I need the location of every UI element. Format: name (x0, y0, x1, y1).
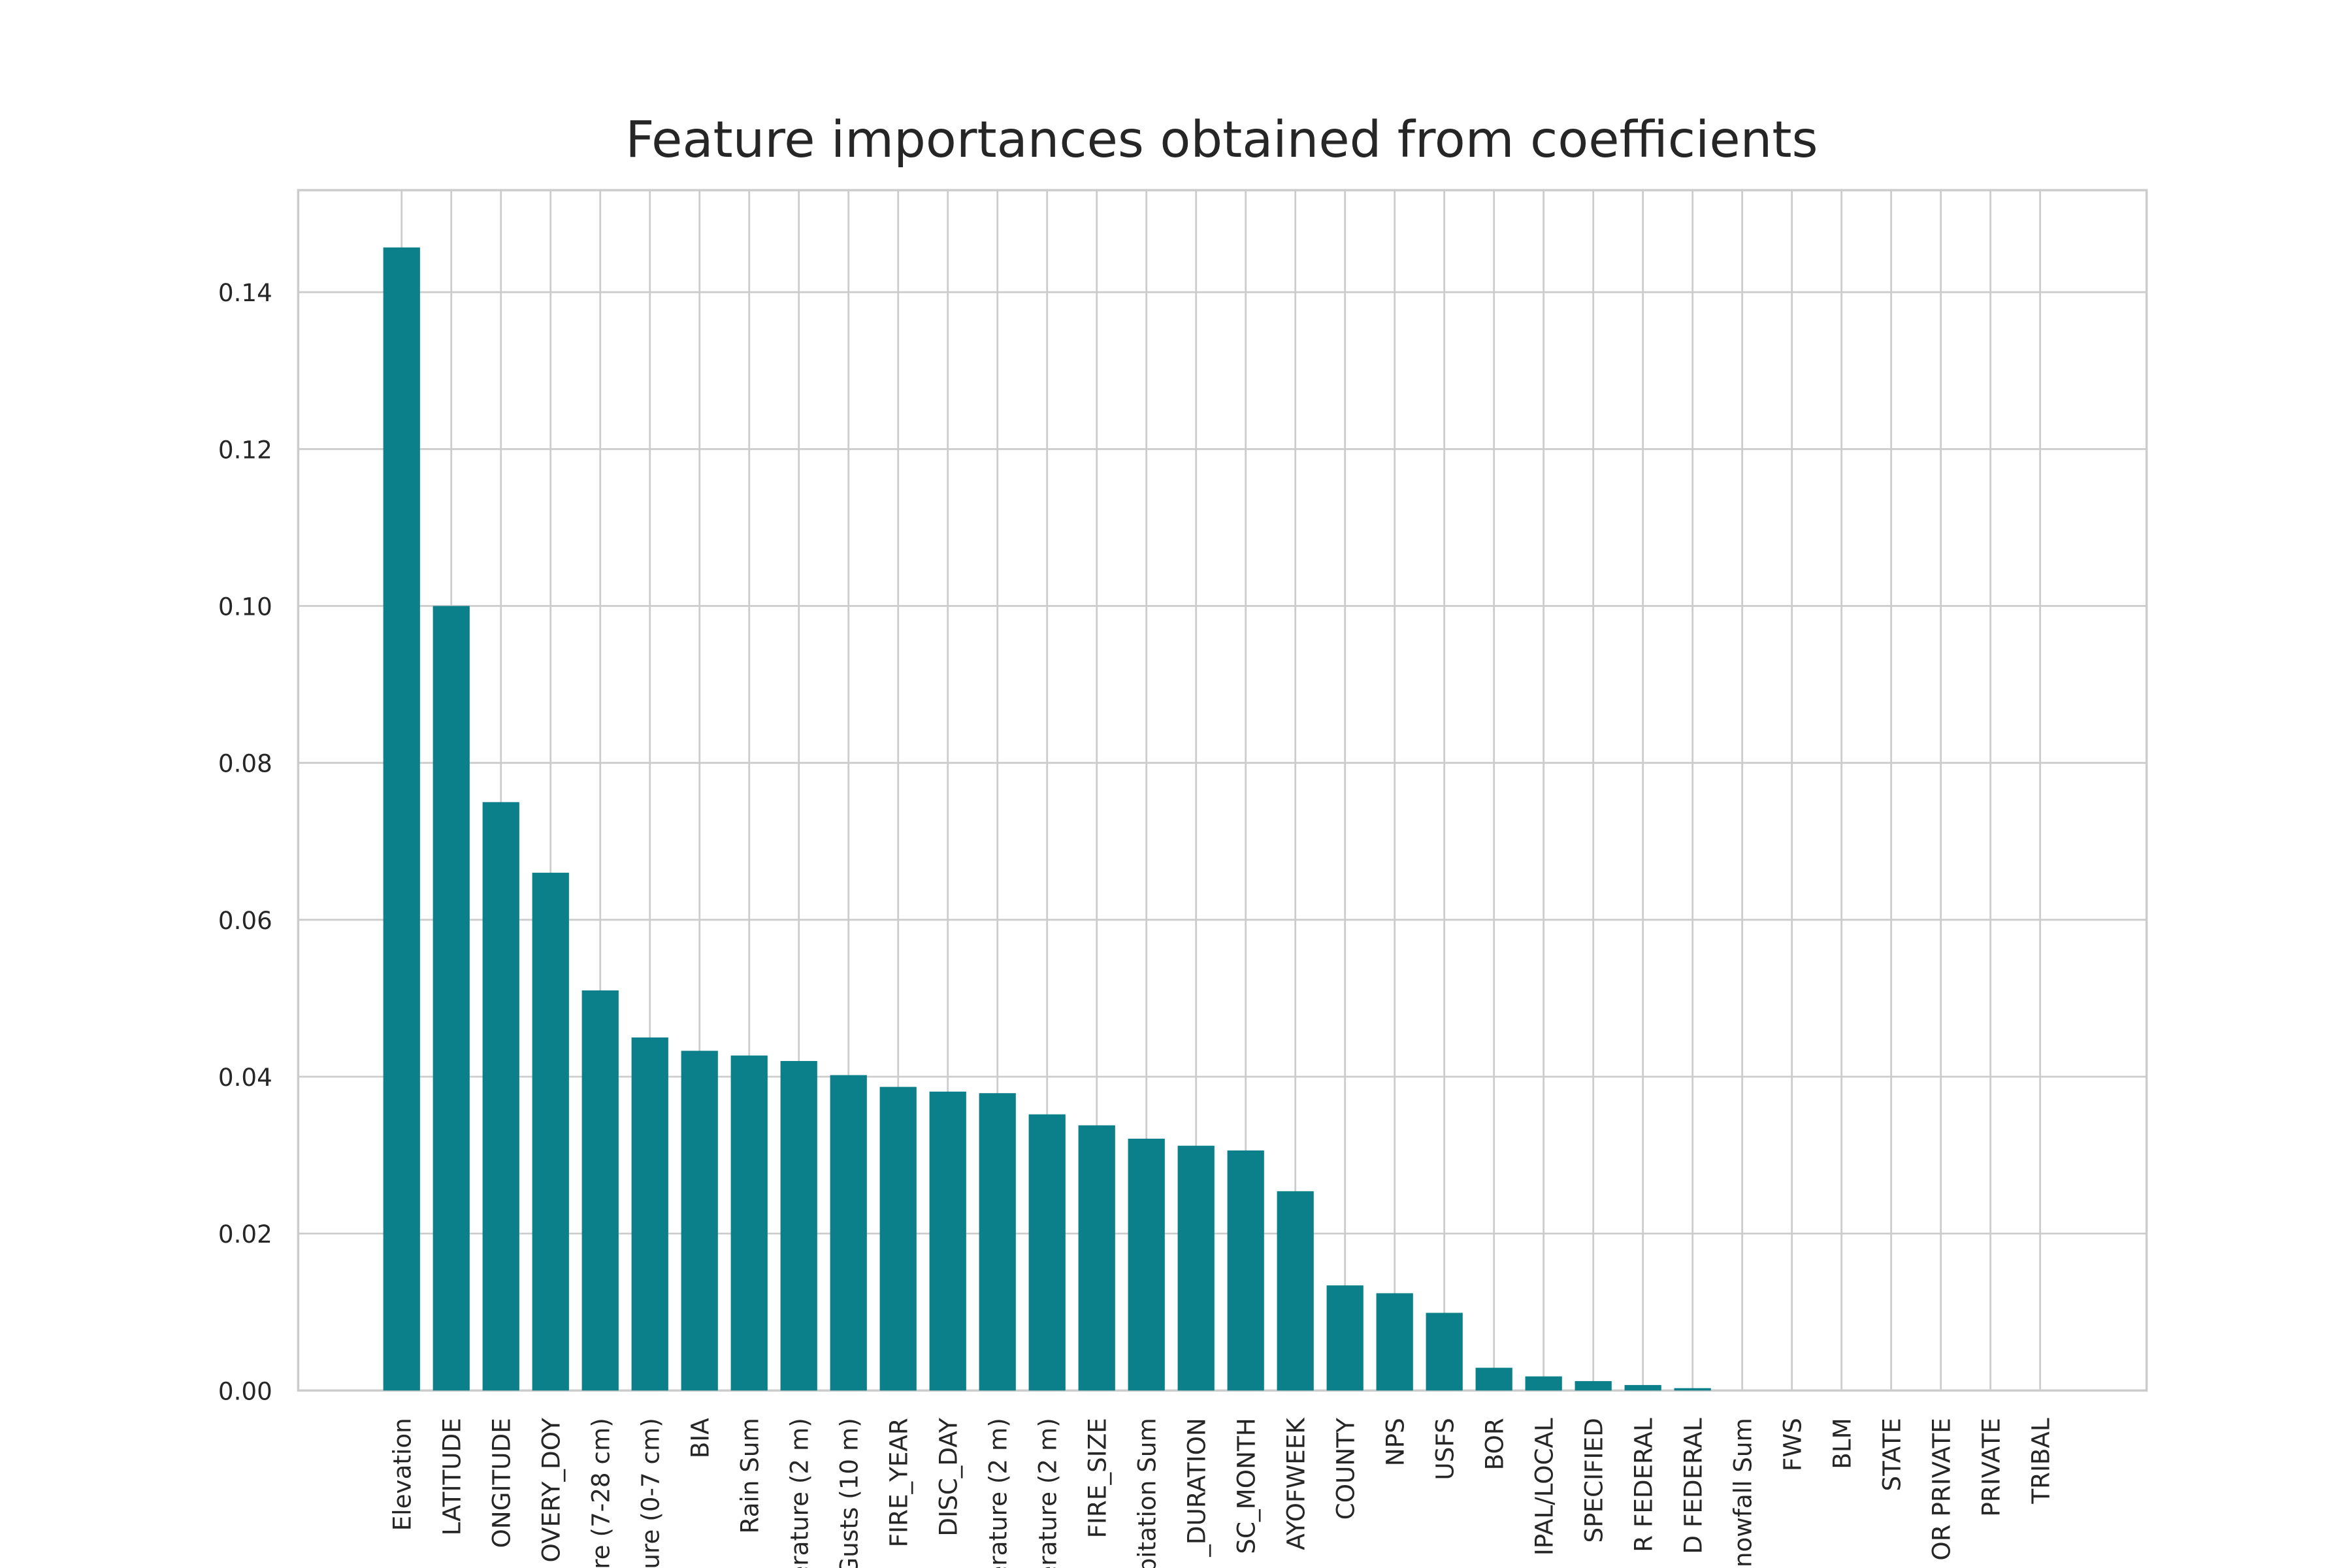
x-tick-label: FIRE_SIZE (1083, 1418, 1112, 1538)
y-tick-label: 0.06 (218, 906, 272, 935)
bar (1475, 1367, 1512, 1391)
bar (1674, 1388, 1711, 1391)
x-tick-label: erature (2 m) (1034, 1418, 1062, 1568)
bar (1525, 1376, 1562, 1391)
y-tick-label: 0.08 (218, 749, 272, 778)
x-tick-label: SPECIFIED (1580, 1418, 1609, 1543)
x-tick-label: _DURATION (1183, 1418, 1211, 1557)
x-tick-label: NPS (1381, 1418, 1410, 1466)
bar (1575, 1380, 1612, 1391)
x-tick-label: DISC_DAY (934, 1418, 963, 1537)
x-tick-label: OR PRIVATE (1927, 1418, 1956, 1560)
x-tick-label: BLM (1828, 1418, 1857, 1469)
y-tick-label: 0.14 (218, 278, 272, 307)
bar (1128, 1138, 1165, 1391)
bar (1277, 1191, 1314, 1391)
x-tick-label: ture (0-7 cm) (636, 1418, 665, 1568)
bar (383, 247, 420, 1391)
bar (532, 872, 569, 1391)
bar (681, 1051, 718, 1391)
x-tick-label: FWS (1778, 1418, 1807, 1471)
bar (730, 1055, 768, 1391)
bar (581, 990, 619, 1391)
bar (929, 1091, 966, 1391)
x-tick-label: STATE (1878, 1418, 1906, 1491)
x-tick-label: ipitation Sum (1133, 1418, 1162, 1568)
bar (979, 1093, 1016, 1391)
x-tick-label: IPAL/LOCAL (1530, 1418, 1559, 1556)
x-tick-label: R FEDERAL (1629, 1418, 1658, 1552)
bar (1177, 1145, 1215, 1391)
y-tick-label: 0.12 (218, 435, 272, 464)
bar (1624, 1384, 1661, 1391)
y-tick-label: 0.10 (218, 592, 272, 621)
chart-title: Feature importances obtained from coeffi… (625, 111, 1818, 169)
x-tick-label: Gusts (10 m) (835, 1418, 864, 1568)
x-tick-label: OVERY_DOY (537, 1418, 566, 1563)
bar (879, 1086, 917, 1391)
plot-frame (297, 189, 2148, 1392)
x-tick-label: ure (7-28 cm) (587, 1418, 615, 1568)
x-tick-label: TRIBAL (2027, 1418, 2055, 1505)
x-tick-label: COUNTY (1331, 1418, 1360, 1520)
x-tick-label: AYOFWEEK (1282, 1417, 1311, 1550)
x-tick-label: erature (2 m) (785, 1418, 814, 1568)
x-tick-label: LATITUDE (438, 1418, 466, 1535)
x-tick-label: ONGITUDE (487, 1418, 516, 1548)
x-tick-label: USFS (1431, 1418, 1460, 1480)
bar (631, 1037, 668, 1391)
x-tick-label: BOR (1480, 1418, 1509, 1470)
bar (1078, 1125, 1115, 1391)
x-tick-label: PRIVATE (1977, 1418, 2006, 1516)
bar (482, 802, 519, 1391)
x-tick-label: SC_MONTH (1232, 1418, 1261, 1554)
bar (1326, 1285, 1364, 1391)
x-tick-label: erature (2 m) (984, 1418, 1013, 1568)
bar (780, 1060, 817, 1391)
x-tick-label: D FEDERAL (1679, 1418, 1708, 1554)
x-tick-label: Elevation (388, 1418, 417, 1531)
bar (1028, 1114, 1066, 1391)
y-tick-label: 0.04 (218, 1063, 272, 1092)
bar (1376, 1293, 1413, 1391)
bar (1227, 1150, 1264, 1391)
y-tick-label: 0.00 (218, 1377, 272, 1405)
x-tick-label: Rain Sum (736, 1418, 764, 1533)
bar (1426, 1313, 1463, 1391)
y-tick-label: 0.02 (218, 1220, 272, 1249)
bar (433, 606, 470, 1391)
bar (830, 1075, 867, 1391)
x-tick-label: Snowfall Sum (1729, 1418, 1757, 1568)
x-tick-label: FIRE_YEAR (885, 1418, 913, 1547)
x-tick-label: BIA (686, 1418, 715, 1459)
